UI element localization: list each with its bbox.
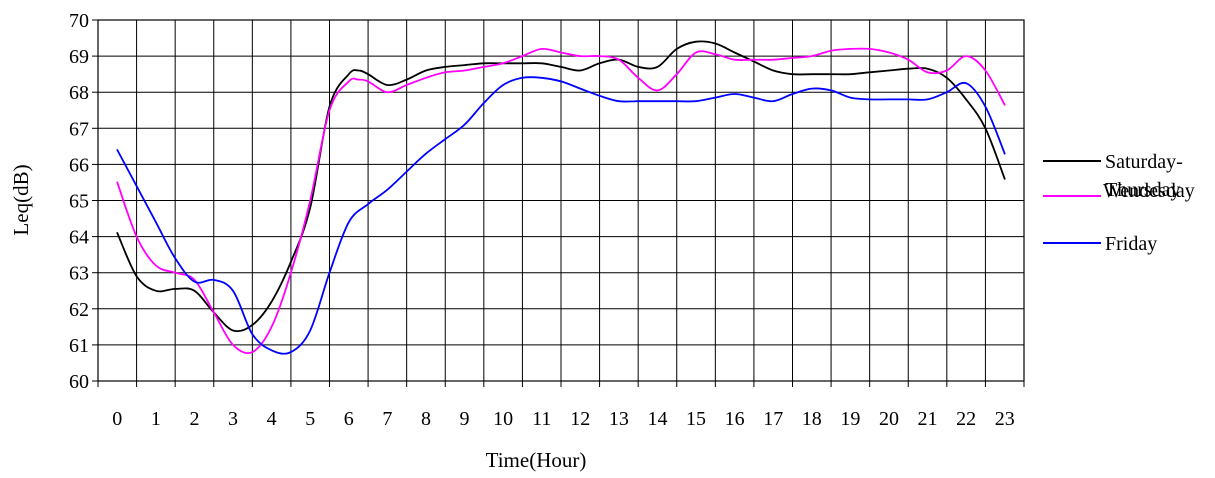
series-lines (116, 40, 1006, 355)
x-tick-label: 17 (763, 408, 783, 430)
x-tick-label: 1 (151, 408, 161, 430)
series-line-friday (116, 76, 1006, 355)
y-tick-label: 63 (69, 263, 89, 285)
y-tick-label: 70 (69, 10, 89, 32)
x-tick-label: 7 (382, 408, 392, 430)
x-tick-label: 12 (570, 408, 590, 430)
series-line-thursday (116, 47, 1006, 355)
x-tick-label: 23 (995, 408, 1015, 430)
y-tick-label: 67 (69, 118, 89, 140)
x-axis-title: Time(Hour) (486, 448, 587, 472)
x-tick-label: 20 (879, 408, 899, 430)
x-tick-label: 8 (421, 408, 431, 430)
y-axis-ticks: 60 61 62 63 64 65 66 67 68 69 70 (69, 10, 98, 393)
x-tick-label: 18 (802, 408, 822, 430)
x-tick-label: 5 (305, 408, 315, 430)
x-tick-label: 11 (532, 408, 551, 430)
x-tick-label: 22 (956, 408, 976, 430)
y-tick-label: 68 (69, 82, 89, 104)
x-tick-label: 21 (918, 408, 938, 430)
legend-label-thursday: Thursday (1105, 179, 1181, 201)
x-tick-label: 9 (460, 408, 470, 430)
x-tick-label: 19 (840, 408, 860, 430)
x-tick-label: 15 (686, 408, 706, 430)
legend-label-friday: Friday (1105, 233, 1157, 255)
x-tick-label: 13 (609, 408, 629, 430)
x-tick-label: 16 (725, 408, 745, 430)
series-line-saturday-wendesday (116, 40, 1006, 333)
x-tick-label: 10 (493, 408, 513, 430)
x-tick-label: 4 (267, 408, 277, 430)
y-tick-label: 65 (69, 191, 89, 213)
x-tick-label: 14 (647, 408, 667, 430)
x-axis-ticks: 0 1 2 3 4 5 6 7 8 9 10 11 12 13 14 15 16 17 18 19 20 21 22 23 (97, 381, 1025, 430)
legend-label-saturday-wendesday: Saturday- Wendesday (1103, 151, 1195, 202)
y-tick-label: 60 (69, 371, 89, 393)
legend-label-line-2: Wendesday (1103, 180, 1195, 202)
y-tick-label: 64 (69, 227, 89, 249)
legend: Saturday- Wendesday Thursday Friday (1043, 151, 1195, 255)
x-tick-label: 3 (228, 408, 238, 430)
y-tick-label: 62 (69, 299, 89, 321)
x-tick-label: 0 (112, 408, 122, 430)
y-axis-title: Leq(dB) (9, 164, 33, 235)
x-tick-label: 6 (344, 408, 354, 430)
x-tick-label: 2 (189, 408, 199, 430)
y-tick-label: 61 (69, 335, 89, 357)
y-tick-label: 66 (69, 154, 89, 176)
chart-grid (97, 19, 1025, 382)
y-tick-label: 69 (69, 46, 89, 68)
legend-label-line-1: Saturday- (1105, 151, 1183, 173)
